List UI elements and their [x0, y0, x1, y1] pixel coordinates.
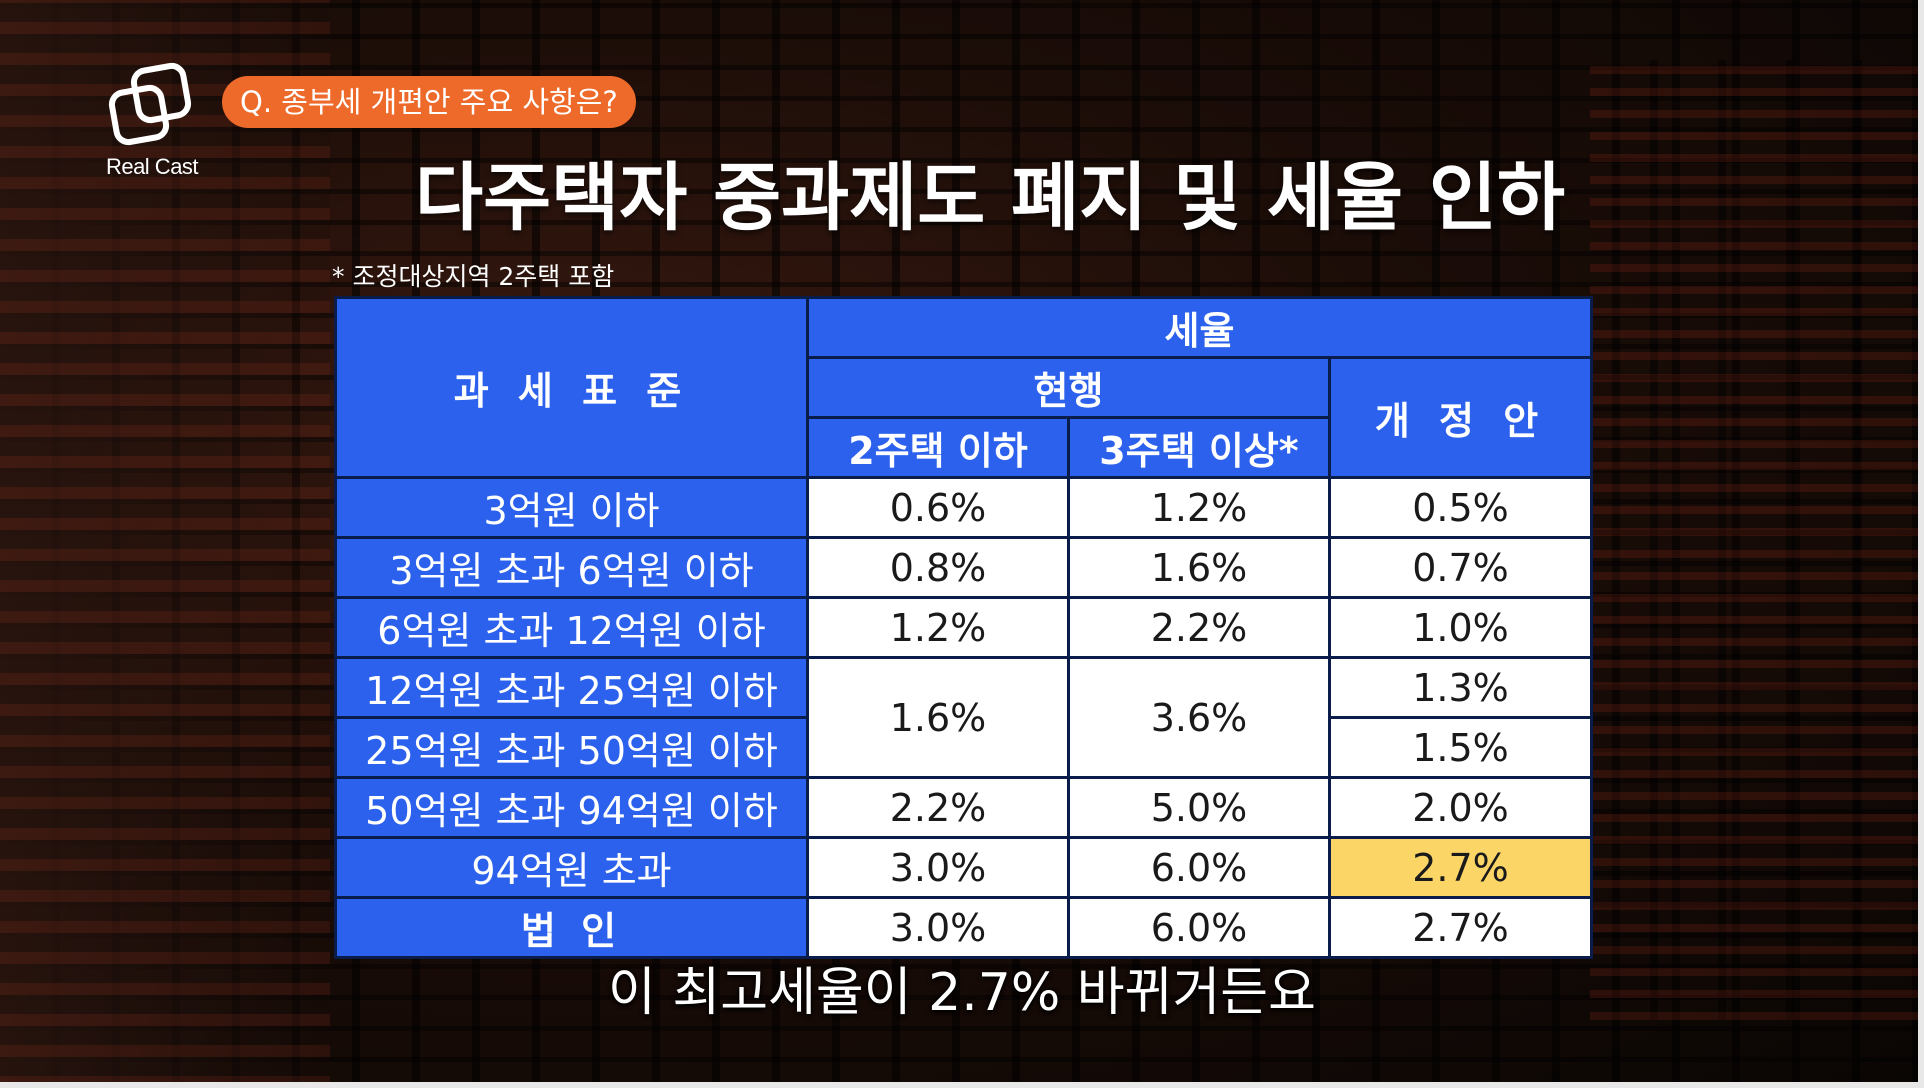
rate-reform-cell: 1.5% [1327, 716, 1594, 779]
rate-three-houses-cell: 1.2% [1067, 476, 1331, 539]
rate-reform-cell: 2.7% [1327, 896, 1594, 959]
header-tax-base: 과 세 표 준 [334, 296, 809, 479]
rate-two-houses-cell: 2.2% [806, 776, 1070, 839]
rate-two-houses-cell: 0.8% [806, 536, 1070, 599]
header-tax-rate: 세율 [805, 296, 1594, 359]
tax-base-cell: 6억원 초과 12억원 이하 [334, 596, 809, 659]
rate-two-houses-cell: 1.6% [806, 656, 1070, 779]
header-two-houses-or-less: 2주택 이하 [806, 416, 1070, 479]
logo-text: Real Cast [105, 154, 199, 179]
tax-base-cell: 50억원 초과 94억원 이하 [334, 776, 809, 839]
logo-icon [108, 62, 192, 146]
table-row: 6억원 초과 12억원 이하 1.2% 2.2% 1.0% [334, 596, 1594, 659]
header-reform: 개 정 안 [1327, 356, 1594, 479]
tax-base-cell: 12억원 초과 25억원 이하 [334, 656, 809, 719]
tax-rate-table: 과 세 표 준 세율 현행 개 정 안 2주택 이하 3주택 이상* 3억원 이… [334, 296, 1594, 959]
table-row: 3억원 초과 6억원 이하 0.8% 1.6% 0.7% [334, 536, 1594, 599]
table-row: 50억원 초과 94억원 이하 2.2% 5.0% 2.0% [334, 776, 1594, 839]
frame-edge-right [1918, 0, 1924, 1088]
rate-reform-cell: 0.5% [1327, 476, 1594, 539]
frame-edge-bottom [0, 1082, 1924, 1088]
rate-three-houses-cell: 1.6% [1067, 536, 1331, 599]
rate-reform-cell: 1.0% [1327, 596, 1594, 659]
rate-three-houses-cell: 6.0% [1067, 896, 1331, 959]
tax-base-cell: 25억원 초과 50억원 이하 [334, 716, 809, 779]
table-row: 12억원 초과 25억원 이하 1.6% 3.6% 1.3% [334, 656, 1594, 779]
rate-three-houses-cell: 2.2% [1067, 596, 1331, 659]
rate-reform-cell: 1.3% [1327, 656, 1594, 719]
table-row: 3억원 이하 0.6% 1.2% 0.5% [334, 476, 1594, 539]
table-header-row: 2주택 이하 3주택 이상* [336, 416, 1592, 479]
tax-base-cell: 94억원 초과 [334, 836, 809, 899]
footnote: * 조정대상지역 2주택 포함 [332, 262, 615, 291]
main-title: 다주택자 중과제도 폐지 및 세율 인하 [414, 155, 1565, 241]
table-row: 법 인 3.0% 6.0% 2.7% [334, 896, 1594, 959]
rate-reform-highlight-cell: 2.7% [1327, 836, 1594, 899]
tax-base-cell: 3억원 이하 [334, 476, 809, 539]
tax-base-corporation-cell: 법 인 [334, 896, 809, 959]
table-header-row: 현행 개 정 안 [336, 356, 1594, 479]
tax-base-cell: 3억원 초과 6억원 이하 [334, 536, 809, 599]
rate-reform-cell: 2.0% [1327, 776, 1594, 839]
table-header-row: 과 세 표 준 세율 [334, 296, 1594, 479]
header-current: 현행 [806, 356, 1331, 419]
rate-two-houses-cell: 1.2% [806, 596, 1070, 659]
video-subtitle: 이 최고세율이 2.7% 바뀌거든요 [608, 963, 1316, 1023]
realcast-logo: Real Cast [92, 62, 212, 182]
header-three-houses-or-more: 3주택 이상* [1067, 416, 1331, 479]
stock-board-left-panel [0, 0, 330, 1088]
rate-two-houses-cell: 3.0% [806, 896, 1070, 959]
stock-board-right-panel [1590, 60, 1924, 1020]
rate-two-houses-cell: 0.6% [806, 476, 1070, 539]
rate-reform-cell: 0.7% [1327, 536, 1594, 599]
rate-three-houses-cell: 6.0% [1067, 836, 1331, 899]
rate-three-houses-cell: 5.0% [1067, 776, 1331, 839]
table-row: 94억원 초과 3.0% 6.0% 2.7% [334, 836, 1594, 899]
question-pill: Q. 종부세 개편안 주요 사항은? [222, 76, 636, 128]
rate-three-houses-cell: 3.6% [1067, 656, 1331, 779]
table-row: 25억원 초과 50억원 이하 1.5% [334, 716, 1594, 779]
rate-two-houses-cell: 3.0% [806, 836, 1070, 899]
